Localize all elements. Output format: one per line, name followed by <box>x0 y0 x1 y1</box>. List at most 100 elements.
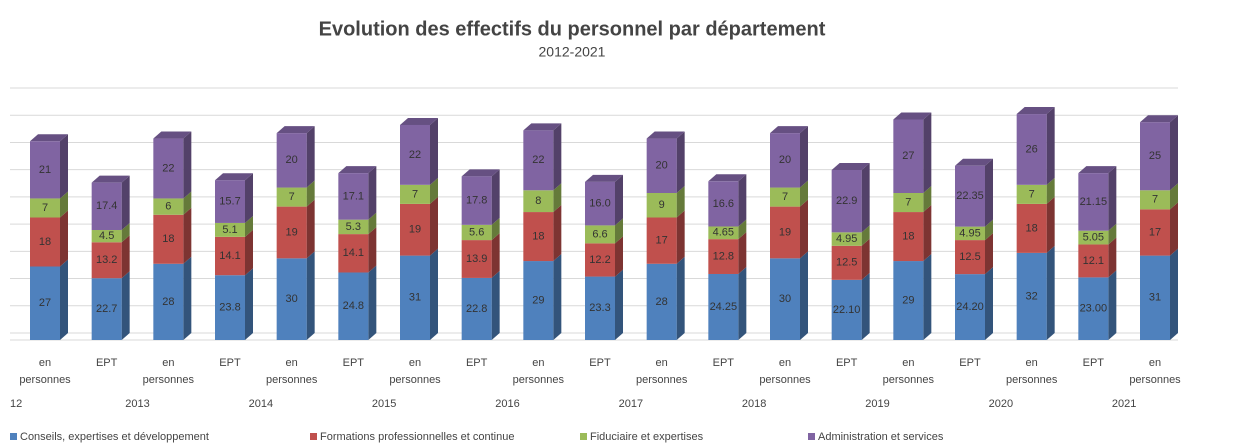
chart-subtitle: 2012-2021 <box>539 44 606 60</box>
year-label: 2016 <box>495 398 520 410</box>
value-label: 12.5 <box>836 257 857 269</box>
bar-side <box>923 186 932 213</box>
bar-side <box>615 218 623 244</box>
legend-swatch <box>808 433 815 440</box>
bar-side <box>183 131 192 199</box>
bar <box>338 234 369 273</box>
value-label: 7 <box>289 191 295 203</box>
bar <box>708 181 739 227</box>
bar <box>831 169 862 233</box>
bar <box>1078 230 1109 245</box>
value-label: 32 <box>1026 290 1038 302</box>
x-tick-label: EPT <box>342 357 365 369</box>
bar-side <box>985 267 993 340</box>
value-label: 23.00 <box>1080 303 1108 315</box>
bar-side <box>553 254 562 340</box>
bar <box>1016 252 1047 340</box>
value-label: 24.20 <box>956 301 984 313</box>
bar-side <box>676 131 685 193</box>
bar <box>708 239 739 274</box>
bar-top <box>400 117 438 125</box>
bar <box>1140 209 1170 256</box>
value-label: 20 <box>286 154 298 166</box>
bar-side <box>1046 107 1055 185</box>
bar <box>461 176 492 225</box>
x-tick-label: EPT <box>712 357 735 369</box>
bar <box>30 217 60 267</box>
value-label: 12.5 <box>959 251 980 263</box>
bar <box>1140 190 1170 210</box>
bar-side <box>306 180 315 207</box>
bar <box>893 212 924 262</box>
bar-top <box>585 174 623 182</box>
value-label: 24.25 <box>710 301 738 313</box>
x-tick-label: EPT <box>1082 357 1105 369</box>
value-label: 22.35 <box>956 190 984 202</box>
bar-side <box>245 268 253 340</box>
value-label: 26 <box>1026 143 1038 155</box>
bar <box>770 258 800 340</box>
bar-side <box>1170 183 1178 210</box>
bar-side <box>923 205 932 262</box>
bar-top <box>1078 166 1117 174</box>
value-label: 17.8 <box>466 195 487 207</box>
bar <box>461 240 492 278</box>
bar-side <box>800 180 808 207</box>
value-label: 22.8 <box>466 303 487 315</box>
value-label: 19 <box>286 226 298 238</box>
chart-title: Evolution des effectifs du personnel par… <box>319 18 826 40</box>
value-label: 27 <box>39 297 51 309</box>
bar-side <box>306 126 315 188</box>
bar <box>338 272 369 340</box>
bar-side <box>1170 202 1178 256</box>
value-label: 25 <box>1149 150 1161 162</box>
x-tick-label: EPT <box>219 357 241 369</box>
bar-side <box>1108 270 1117 340</box>
bar-top <box>215 173 253 181</box>
bar <box>1016 203 1047 253</box>
value-label: 16.0 <box>589 198 610 210</box>
bar-side <box>245 215 253 237</box>
bar-side <box>1170 115 1178 191</box>
bar <box>153 198 184 215</box>
bar <box>770 187 800 207</box>
value-label: 6 <box>165 201 171 213</box>
value-label: 4.95 <box>959 227 980 239</box>
bar-side <box>1170 248 1178 340</box>
bar-side <box>121 223 130 243</box>
bar-side <box>615 236 623 277</box>
bar <box>215 222 245 237</box>
x-tick-label: en personnes <box>759 357 811 386</box>
bar <box>338 219 369 235</box>
bar <box>276 187 307 207</box>
value-label: 16.6 <box>713 198 734 210</box>
value-label: 21 <box>39 164 51 176</box>
bar-side <box>738 266 747 340</box>
value-label: 4.5 <box>99 230 114 242</box>
bar <box>646 263 677 340</box>
legend-label: Formations professionnelles et continue <box>320 431 514 443</box>
bar <box>338 173 369 220</box>
bar <box>523 261 554 340</box>
value-label: 7 <box>1029 188 1035 200</box>
bar <box>461 277 492 340</box>
bar <box>585 276 615 340</box>
bar <box>893 193 924 213</box>
value-label: 6.6 <box>592 228 607 240</box>
bar-side <box>553 123 562 191</box>
bar <box>770 206 800 259</box>
bar-side <box>676 186 685 218</box>
bar-side <box>430 196 438 256</box>
bar-side <box>1046 196 1055 253</box>
bar-side <box>430 177 438 204</box>
bar-side <box>430 117 438 185</box>
bar-top <box>955 158 993 166</box>
value-label: 23.8 <box>219 302 240 314</box>
bar <box>1078 173 1109 231</box>
bar <box>30 198 60 218</box>
bar-top <box>831 162 870 170</box>
x-tick-label: en personnes <box>265 357 318 386</box>
x-tick-label: EPT <box>465 357 488 369</box>
bar-side <box>430 248 438 340</box>
